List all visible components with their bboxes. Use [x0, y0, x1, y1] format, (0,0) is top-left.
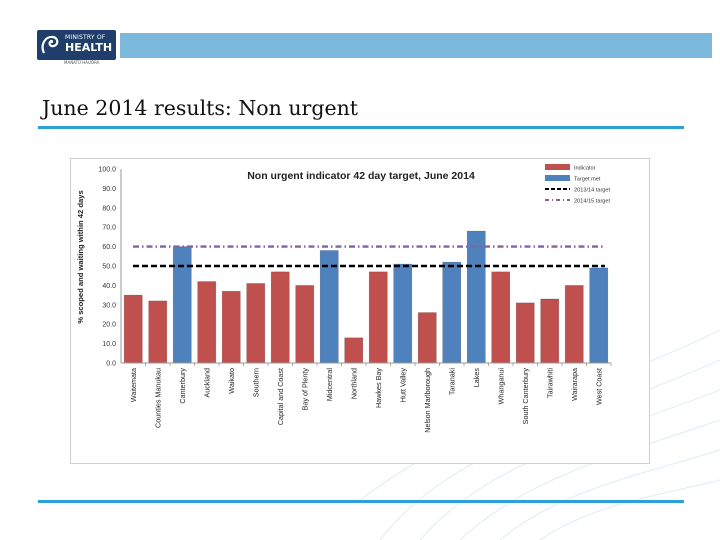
x-tick-label: Bay of Plenty	[300, 368, 309, 411]
x-tick-label: South Canterbury	[521, 368, 530, 425]
legend-swatch	[545, 164, 570, 170]
x-tick-label: Tairawhiti	[545, 368, 554, 398]
x-tick-label: Midcentral	[325, 368, 334, 402]
bar	[442, 261, 462, 364]
x-tick-label: Capital and Coast	[276, 368, 285, 425]
y-tick-label: 100.0	[98, 167, 116, 174]
bar	[270, 271, 290, 364]
x-tick-label: Hawkes Bay	[374, 368, 383, 408]
bar	[540, 298, 560, 364]
koru-icon	[41, 35, 59, 54]
y-tick-label: 20.0	[102, 322, 116, 329]
x-tick-label: Whanganui	[496, 368, 505, 405]
bar	[197, 281, 217, 364]
x-tick-label: Wairarapa	[570, 368, 579, 401]
bar	[466, 230, 486, 364]
bar	[417, 312, 437, 364]
bar	[123, 294, 143, 364]
chart-title: Non urgent indicator 42 day target, June…	[247, 170, 475, 182]
x-tick-label: Lakes	[472, 368, 481, 388]
x-tick-label: Counties Manukau	[153, 368, 162, 428]
bar	[172, 246, 192, 364]
bar	[148, 300, 168, 364]
x-tick-label: Nelson Marlborough	[423, 368, 432, 433]
x-tick-label: West Coast	[594, 368, 603, 405]
x-tick-label: Taranaki	[447, 368, 456, 396]
logo-line-health: HEALTH	[65, 41, 113, 54]
x-tick-label: Waikato	[227, 368, 236, 394]
x-tick-label: Canterbury	[178, 368, 187, 404]
x-tick-label: Southern	[251, 368, 260, 397]
bar	[368, 271, 388, 364]
legend-label: 2014/15 target	[574, 199, 611, 205]
logo-subtitle: MANATŪ HAUORA	[64, 60, 100, 65]
y-tick-label: 0.0	[106, 361, 116, 368]
header-band	[120, 33, 712, 58]
x-tick-label: Waitemata	[129, 368, 138, 402]
logo-line-ministry: MINISTRY OF	[65, 34, 106, 41]
bar	[589, 267, 609, 364]
y-tick-label: 50.0	[102, 264, 116, 271]
slide-title: June 2014 results: Non urgent	[42, 96, 359, 120]
bar	[491, 271, 511, 364]
bar	[246, 283, 266, 364]
bar	[319, 250, 339, 364]
x-tick-label: Hutt Valley	[398, 368, 407, 403]
y-tick-label: 30.0	[102, 302, 116, 309]
bar	[295, 285, 315, 364]
legend-label: Indicator	[574, 166, 596, 172]
y-tick-label: 90.0	[102, 186, 116, 193]
bar	[564, 285, 584, 364]
y-axis-label: % scoped and waiting within 42 days	[76, 190, 85, 323]
ministry-of-health-logo: MINISTRY OF HEALTH	[37, 30, 116, 60]
y-tick-label: 60.0	[102, 244, 116, 251]
bar	[344, 337, 364, 364]
y-tick-label: 70.0	[102, 225, 116, 232]
footer-divider	[38, 500, 684, 503]
bar	[393, 263, 413, 364]
legend-label: 2013/14 target	[574, 188, 611, 194]
y-tick-label: 40.0	[102, 283, 116, 290]
legend-swatch	[545, 175, 570, 181]
bar	[515, 302, 535, 364]
bar-chart: Non urgent indicator 42 day target, June…	[76, 164, 612, 433]
y-tick-label: 10.0	[102, 341, 116, 348]
bar	[221, 290, 241, 364]
x-tick-label: Auckland	[202, 368, 211, 398]
x-tick-label: Northland	[349, 368, 358, 399]
legend-label: Target met	[574, 177, 601, 183]
y-tick-label: 80.0	[102, 205, 116, 212]
title-divider	[38, 126, 684, 129]
chart-frame: Non urgent indicator 42 day target, June…	[70, 158, 650, 464]
